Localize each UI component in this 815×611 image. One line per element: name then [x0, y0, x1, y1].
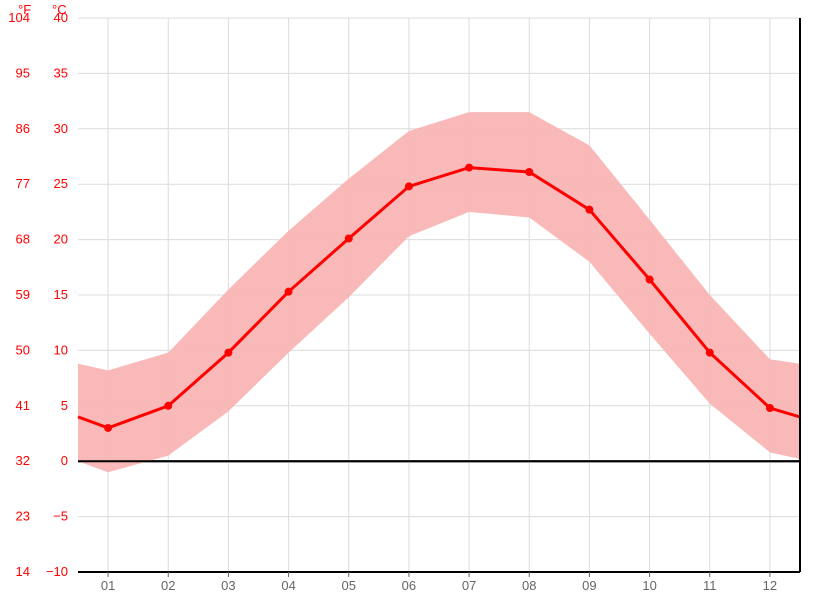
axis-f-tick: 23 — [16, 509, 30, 524]
axis-f-tick: 104 — [8, 10, 30, 25]
mean-point — [465, 164, 473, 172]
axis-c-tick: −10 — [46, 564, 68, 579]
axis-f-tick: 95 — [16, 65, 30, 80]
axis-f-tick: 41 — [16, 398, 30, 413]
temperature-chart: °F°C104409535863077256820591550104153202… — [0, 0, 815, 611]
axis-f-tick: 50 — [16, 342, 30, 357]
axis-f-tick: 14 — [16, 564, 30, 579]
axis-f-tick: 32 — [16, 453, 30, 468]
axis-x-tick: 08 — [522, 578, 536, 593]
axis-c-tick: 25 — [54, 176, 68, 191]
axis-x-tick: 12 — [763, 578, 777, 593]
axis-c-tick: 5 — [61, 398, 68, 413]
axis-c-tick: 35 — [54, 65, 68, 80]
mean-point — [766, 404, 774, 412]
axis-f-tick: 77 — [16, 176, 30, 191]
axis-x-tick: 03 — [221, 578, 235, 593]
mean-point — [405, 182, 413, 190]
mean-point — [646, 275, 654, 283]
mean-point — [345, 234, 353, 242]
mean-point — [224, 349, 232, 357]
axis-f-tick: 59 — [16, 287, 30, 302]
axis-x-tick: 10 — [642, 578, 656, 593]
mean-point — [285, 288, 293, 296]
axis-f-tick: 68 — [16, 232, 30, 247]
mean-point — [525, 168, 533, 176]
axis-c-tick: −5 — [53, 509, 68, 524]
axis-c-tick: 10 — [54, 342, 68, 357]
axis-x-tick: 04 — [281, 578, 295, 593]
mean-point — [706, 349, 714, 357]
axis-x-tick: 01 — [101, 578, 115, 593]
axis-c-tick: 0 — [61, 453, 68, 468]
temperature-band — [78, 112, 800, 472]
mean-point — [104, 424, 112, 432]
axis-c-tick: 15 — [54, 287, 68, 302]
axis-x-tick: 09 — [582, 578, 596, 593]
axis-x-tick: 07 — [462, 578, 476, 593]
axis-x-tick: 05 — [342, 578, 356, 593]
axis-x-tick: 06 — [402, 578, 416, 593]
axis-x-tick: 02 — [161, 578, 175, 593]
axis-f-tick: 86 — [16, 121, 30, 136]
chart-svg: °F°C104409535863077256820591550104153202… — [0, 0, 815, 611]
axis-c-tick: 20 — [54, 232, 68, 247]
mean-point — [164, 402, 172, 410]
mean-point — [585, 206, 593, 214]
axis-c-tick: 30 — [54, 121, 68, 136]
axis-x-tick: 11 — [703, 578, 717, 593]
axis-c-tick: 40 — [54, 10, 68, 25]
